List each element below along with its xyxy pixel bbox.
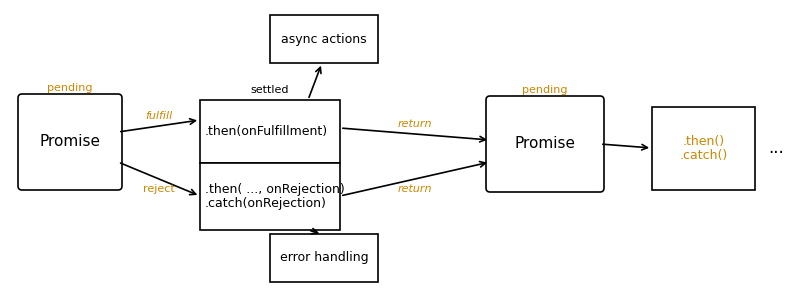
Text: return: return	[398, 119, 433, 129]
Text: async actions: async actions	[281, 32, 367, 45]
FancyBboxPatch shape	[18, 94, 122, 190]
FancyBboxPatch shape	[270, 234, 378, 282]
Text: .then( ..., onRejection): .then( ..., onRejection)	[205, 183, 344, 196]
Text: fulfill: fulfill	[145, 111, 173, 121]
Text: .then(): .then()	[682, 135, 725, 148]
Text: reject: reject	[143, 184, 175, 194]
FancyBboxPatch shape	[270, 15, 378, 63]
Text: error handling: error handling	[280, 252, 368, 265]
Text: .then(onFulfillment): .then(onFulfillment)	[205, 125, 328, 138]
Text: Promise: Promise	[39, 135, 100, 149]
FancyBboxPatch shape	[652, 107, 755, 190]
Text: pending: pending	[47, 83, 93, 93]
FancyBboxPatch shape	[200, 100, 340, 163]
FancyBboxPatch shape	[200, 163, 340, 230]
Text: .catch(): .catch()	[679, 149, 727, 162]
Text: Promise: Promise	[514, 137, 575, 151]
Text: .catch(onRejection): .catch(onRejection)	[205, 197, 327, 210]
Text: return: return	[398, 184, 433, 194]
Text: settled: settled	[251, 85, 289, 95]
Text: ...: ...	[768, 139, 783, 157]
FancyBboxPatch shape	[486, 96, 604, 192]
Text: pending: pending	[522, 85, 568, 95]
